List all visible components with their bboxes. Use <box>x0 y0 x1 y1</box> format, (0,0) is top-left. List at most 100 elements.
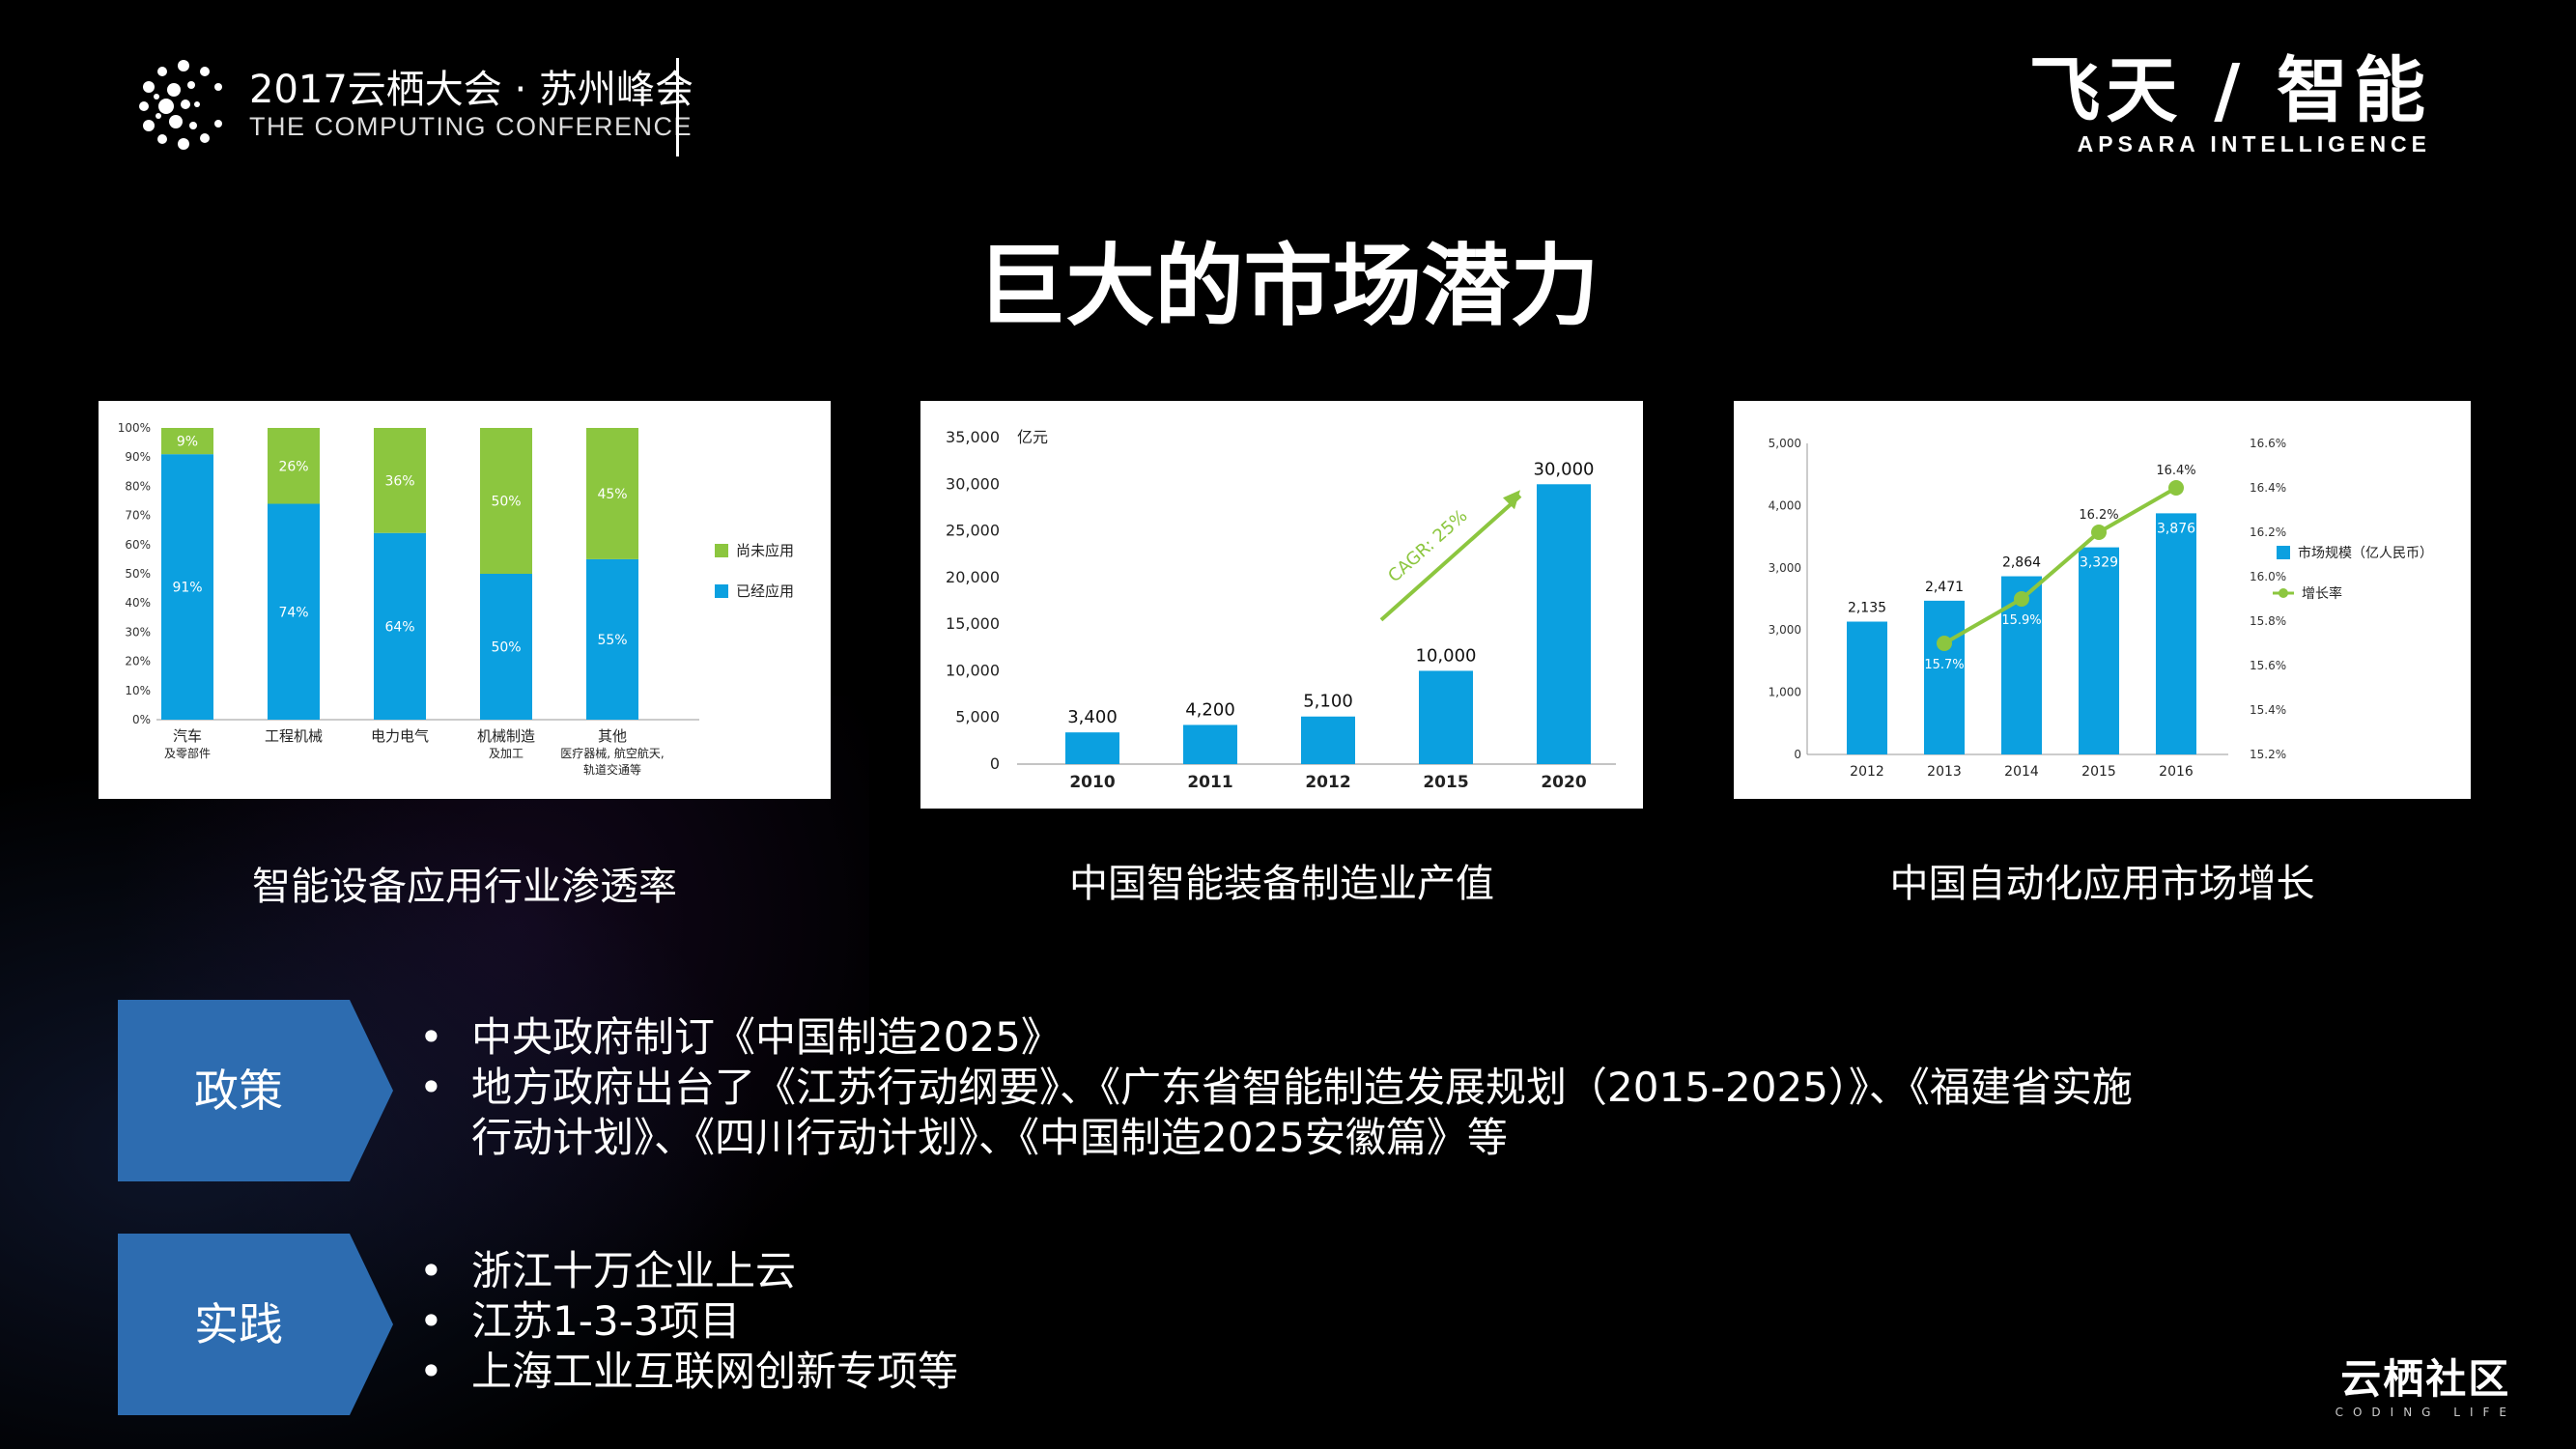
y-tick-label: 40% <box>125 596 151 610</box>
practice-item: 浙江十万企业上云 <box>415 1246 958 1296</box>
y-tick-label: 30,000 <box>946 474 1000 493</box>
growth-point <box>2168 480 2184 496</box>
y-tick-label: 5,000 <box>955 708 1000 726</box>
data-label: 55% <box>597 633 627 648</box>
growth-label: 16.2% <box>2079 508 2118 523</box>
bar <box>1419 670 1473 764</box>
category-label: 医疗器械, 航空航天, <box>560 746 664 760</box>
y-tick-label-right: 16.0% <box>2250 570 2286 583</box>
y-tick-label: 20% <box>125 655 151 668</box>
growth-point <box>2014 591 2029 607</box>
policy-label: 政策 <box>194 1065 283 1117</box>
practice-item: 江苏1-3-3项目 <box>415 1296 958 1347</box>
category-label: 工程机械 <box>265 727 323 745</box>
header-divider <box>676 58 679 156</box>
growth-point <box>1937 636 1952 651</box>
bar-segment <box>480 574 532 720</box>
apsara-brand-en: APSARA INTELLIGENCE <box>2077 131 2431 156</box>
data-label: 10,000 <box>1416 645 1477 666</box>
data-label: 64% <box>384 619 414 635</box>
conference-logo-icon <box>139 60 222 150</box>
data-label: 30,000 <box>1534 459 1595 479</box>
bar-segment <box>480 428 532 574</box>
legend-label: 尚未应用 <box>736 542 794 559</box>
bar-segment <box>268 428 320 504</box>
y-tick-label: 80% <box>125 479 151 493</box>
y-tick-label: 60% <box>125 538 151 552</box>
bar <box>1847 621 1887 754</box>
y-tick-label-left: 3,000 <box>1769 561 1801 575</box>
chart-panel-output: 0 5,000 10,000 15,000 20,000 25,000 30,000 35,0… <box>920 401 1643 809</box>
bar <box>1183 724 1237 764</box>
data-label: 2,135 <box>1848 601 1886 616</box>
y-tick-label-left: 4,000 <box>1769 498 1801 512</box>
policy-item: 中央政府制订《中国制造2025》 <box>415 1012 2133 1063</box>
policy-item-continued: 行动计划》、《四川行动计划》、《中国制造2025安徽篇》等 <box>471 1114 1508 1161</box>
category-label: 2010 <box>1069 773 1115 792</box>
data-label: 3,400 <box>1067 707 1118 727</box>
caption-penetration: 智能设备应用行业渗透率 <box>252 865 677 909</box>
y-tick-label: 30% <box>125 625 151 639</box>
y-tick-label-right: 16.6% <box>2250 437 2286 450</box>
category-label: 汽车 <box>173 727 202 745</box>
y-tick-label-left: 5,000 <box>1769 437 1801 450</box>
bar-segment <box>161 428 213 455</box>
category-label: 2016 <box>2159 764 2194 780</box>
policy-list: 中央政府制订《中国制造2025》 地方政府出台了《江苏行动纲要》、《广东省智能制… <box>415 1012 2133 1163</box>
bar <box>1537 484 1591 764</box>
bar-segment <box>586 428 638 559</box>
category-label: 电力电气 <box>371 727 429 745</box>
footer-brand-en: CODING LIFE <box>2335 1406 2516 1419</box>
y-tick-label: 35,000 <box>946 428 1000 446</box>
legend-swatch <box>715 544 728 557</box>
y-tick-label: 25,000 <box>946 522 1000 540</box>
conference-subtitle: THE COMPUTING CONFERENCE <box>249 111 694 141</box>
cagr-arrowhead <box>1503 490 1520 510</box>
cagr-arrow-line <box>1379 494 1522 622</box>
practice-tag: 实践 <box>118 1234 393 1415</box>
bar <box>2156 513 2196 754</box>
data-label: 3,876 <box>2157 521 2195 536</box>
y-tick-label-right: 15.6% <box>2250 659 2286 672</box>
data-label: 4,200 <box>1185 699 1235 720</box>
category-label: 及零部件 <box>164 746 211 760</box>
bar <box>2079 547 2119 754</box>
slide-title: 巨大的市场潜力 <box>977 235 1599 338</box>
data-label: 50% <box>491 495 521 510</box>
y-tick-label: 70% <box>125 509 151 523</box>
penetration-chart: 0% 10% 20% 30% 40% 50% 60% 70% 80% 90% 100% 91% 9% 汽车… <box>118 421 794 777</box>
category-label: 及加工 <box>489 747 524 760</box>
conference-title: 2017云栖大会 · 苏州峰会 <box>249 67 694 112</box>
data-label: 2,864 <box>2002 555 2041 571</box>
y-tick-label: 50% <box>125 567 151 581</box>
legend-label: 市场规模（亿人民币） <box>2298 545 2433 561</box>
apsara-logo: 飞天 / 智能 APSARA INTELLIGENCE <box>2028 50 2431 157</box>
y-tick-label-left: 0 <box>1794 748 1801 761</box>
automation-chart: 0 1,000 3,000 3,000 4,000 5,000 15.2% 15.4% 15.6… <box>1769 437 2433 780</box>
category-label: 机械制造 <box>477 727 535 745</box>
growth-label: 15.7% <box>1924 658 1964 672</box>
data-label: 5,100 <box>1303 692 1353 712</box>
output-chart: 0 5,000 10,000 15,000 20,000 25,000 30,000 35,0… <box>946 428 1616 792</box>
category-label: 2012 <box>1305 773 1350 792</box>
y-tick-label: 100% <box>118 421 151 435</box>
y-tick-label: 15,000 <box>946 614 1000 633</box>
category-label: 2015 <box>1423 773 1468 792</box>
category-label: 其他 <box>598 727 627 745</box>
y-tick-label: 10,000 <box>946 661 1000 679</box>
category-label: 2011 <box>1187 773 1232 792</box>
policy-item: 地方政府出台了《江苏行动纲要》、《广东省智能制造发展规划（2015-2025）》… <box>415 1063 2133 1113</box>
bar-segment <box>586 558 638 720</box>
category-label: 2012 <box>1850 764 1884 780</box>
caption-automation: 中国自动化应用市场增长 <box>1889 862 2315 906</box>
legend-swatch <box>2277 546 2290 559</box>
category-label: 2014 <box>2004 764 2039 780</box>
caption-output: 中国智能装备制造业产值 <box>1069 862 1494 906</box>
y-tick-label: 0 <box>990 754 1000 773</box>
data-label: 36% <box>384 473 414 489</box>
practice-list: 浙江十万企业上云 江苏1-3-3项目 上海工业互联网创新专项等 <box>415 1246 958 1397</box>
data-label: 9% <box>177 435 198 450</box>
y-tick-label: 10% <box>125 684 151 697</box>
policy-tag-shape <box>118 1000 393 1181</box>
practice-tag-shape <box>118 1234 393 1415</box>
